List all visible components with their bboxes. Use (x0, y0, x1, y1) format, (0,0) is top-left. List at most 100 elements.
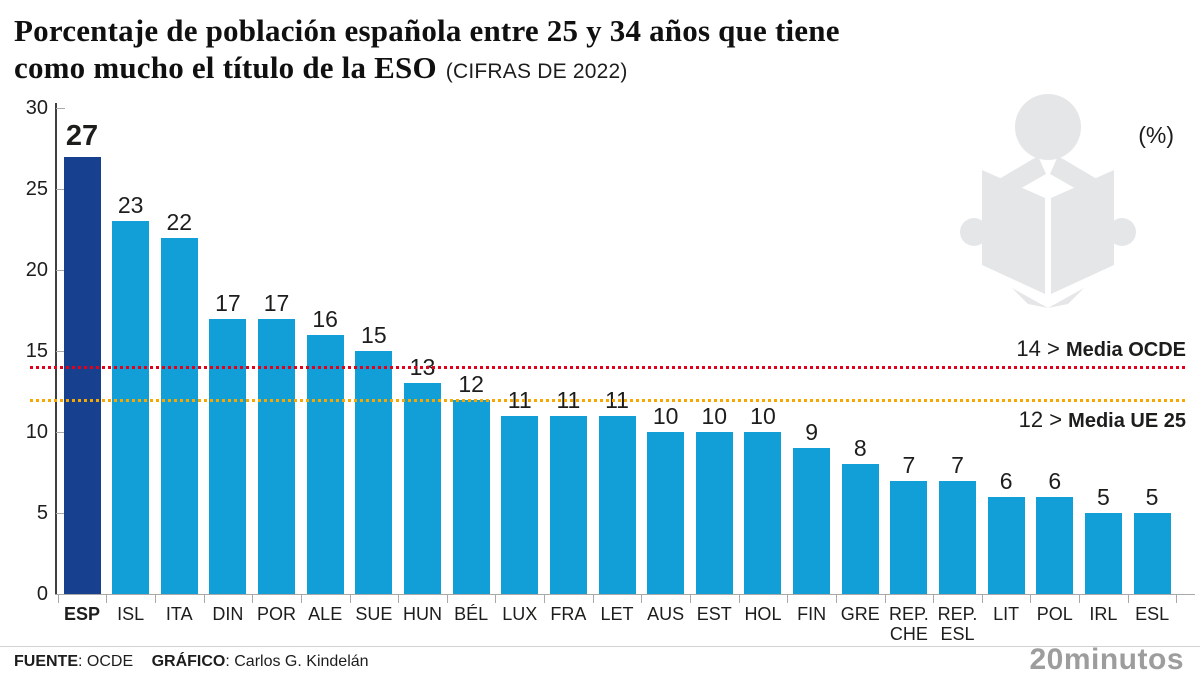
x-tick (933, 594, 935, 603)
book-reader-icon (952, 90, 1142, 313)
y-tick-label: 15 (25, 340, 48, 362)
x-tick (252, 594, 254, 603)
bar-value-label: 22 (166, 208, 193, 235)
bar-category-label: GRE (840, 604, 880, 624)
source-value: : OCDE (78, 653, 134, 670)
bar (501, 415, 539, 594)
bar (793, 448, 831, 594)
credit-label: GRÁFICO (151, 653, 226, 670)
source-label: FUENTE (14, 653, 78, 670)
bar-value-label: 23 (117, 192, 144, 219)
x-tick (884, 594, 886, 603)
x-tick (446, 594, 448, 603)
bar (939, 480, 977, 594)
bar (355, 351, 393, 594)
x-tick (398, 594, 400, 603)
bar-category-label: ALE (308, 604, 343, 624)
footer-credits: FUENTE: OCDE GRÁFICO: Carlos G. Kindelán (14, 653, 369, 671)
x-axis-line (55, 594, 1195, 595)
bar (63, 156, 101, 594)
bar-value-label: 10 (701, 403, 728, 429)
x-tick (203, 594, 205, 603)
bar-category-label: FIN (797, 604, 827, 624)
bar-category-label: LET (600, 604, 634, 624)
y-tick-label: 30 (25, 97, 48, 119)
y-tick (56, 513, 65, 514)
title-line-2: como mucho el título de la ESO (CIFRAS DE… (14, 50, 628, 85)
x-tick (154, 594, 156, 603)
bar-category-label: DIN (212, 604, 244, 624)
y-tick (56, 189, 65, 190)
x-tick (349, 594, 351, 603)
bar-category-label: POR (257, 604, 297, 624)
bar (549, 415, 587, 594)
bar-value-label: 27 (65, 119, 99, 152)
bar-category-label: FRA (550, 604, 587, 624)
bar-category-label: SUE (355, 604, 393, 624)
credit-value: : Carlos G. Kindelán (225, 653, 369, 670)
bar-category-label: POL (1036, 604, 1073, 624)
bar-value-label: 8 (853, 435, 867, 462)
reference-line-label: 12 > Media UE 25 (1018, 406, 1186, 432)
reference-line-label: 14 > Media OCDE (1016, 336, 1186, 362)
bar-category-label: REP. ESL (937, 604, 978, 644)
title-subtitle: (CIFRAS DE 2022) (445, 60, 628, 83)
y-axis-line (55, 103, 57, 595)
bar-value-label: 7 (902, 451, 916, 478)
x-tick (300, 594, 302, 603)
page-title: Porcentaje de población española entre 2… (14, 12, 1064, 90)
bar (647, 432, 685, 594)
unit-label: (%) (1138, 122, 1174, 148)
bar-value-label: 7 (951, 451, 964, 478)
x-tick (1079, 594, 1081, 603)
bar (1036, 496, 1074, 594)
bar (258, 318, 296, 594)
y-tick (56, 108, 65, 109)
bar-value-label: 10 (652, 403, 679, 429)
bar-category-label: HUN (402, 604, 442, 624)
brand-logo: 20minutos (1029, 643, 1184, 675)
bar (112, 221, 150, 594)
bar-value-label: 15 (361, 322, 387, 348)
bar-category-label: LUX (502, 604, 538, 624)
x-tick (690, 594, 691, 603)
x-tick (544, 594, 546, 603)
bar-value-label: 12 (458, 370, 484, 397)
bar (598, 415, 636, 594)
bar-value-label: 17 (215, 289, 241, 316)
bar (306, 334, 344, 594)
y-tick-label: 5 (36, 502, 48, 524)
bar (987, 496, 1025, 594)
bar (695, 432, 733, 594)
x-tick (592, 594, 594, 603)
bar-value-label: 6 (999, 467, 1013, 494)
y-tick (56, 351, 65, 352)
x-tick (835, 594, 837, 603)
y-tick (56, 432, 65, 433)
bar-category-label: BÉL (454, 604, 489, 624)
bar-value-label: 16 (312, 305, 338, 332)
bar-category-label: ITA (165, 604, 193, 624)
bar (1133, 513, 1171, 594)
bar (1084, 513, 1122, 594)
x-tick (495, 594, 497, 603)
bar-category-label: LIT (993, 604, 1020, 624)
bar-category-label: ESP (63, 604, 101, 624)
bar-category-label: AUS (647, 604, 685, 624)
x-tick (106, 594, 108, 603)
bar (403, 383, 441, 594)
bar-value-label: 5 (1097, 484, 1110, 510)
bar (452, 399, 490, 594)
bar-value-label: 6 (1048, 467, 1062, 494)
x-tick (1127, 594, 1129, 603)
y-tick-label: 25 (25, 178, 48, 200)
bar (209, 318, 247, 594)
bar-value-label: 9 (805, 419, 818, 446)
bar-value-label: 5 (1145, 484, 1159, 510)
y-tick (56, 270, 65, 271)
y-tick-label: 0 (36, 583, 48, 605)
bar (841, 464, 879, 594)
bar (160, 237, 198, 594)
x-tick (738, 594, 740, 603)
